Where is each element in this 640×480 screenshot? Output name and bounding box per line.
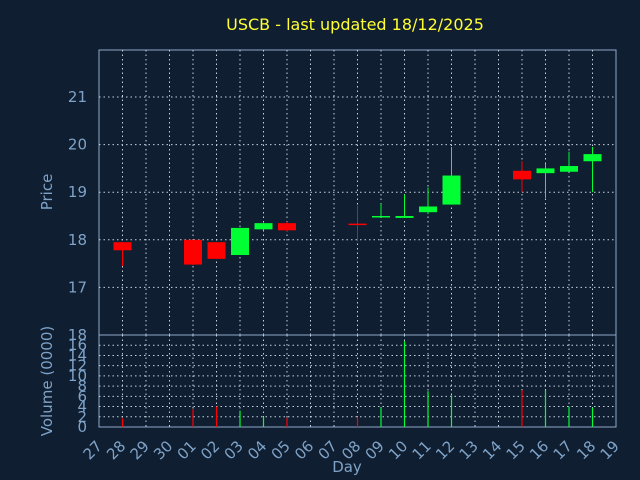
candle-10 [395,194,414,218]
x-tick-label: 17 [550,437,576,463]
x-tick-label: 18 [573,437,599,463]
x-tick-label: 19 [597,437,623,463]
candle-02 [207,242,226,259]
volume-axis-label: Volume (0000) [38,326,56,436]
candle-17 [560,151,578,172]
volume-tick-label: 0 [77,418,87,436]
x-tick-label: 09 [362,437,388,463]
x-tick-label: 14 [479,437,505,463]
price-tick-label: 21 [68,88,87,106]
candle-05 [278,221,296,232]
price-axis-label: Price [38,174,56,211]
volume-panel: 0246810121416182728293001020304050607080… [68,326,623,463]
volume-tick-label: 12 [68,357,87,375]
candle-28 [113,242,132,266]
x-tick-label: 16 [526,437,552,463]
x-tick-label: 28 [103,437,129,463]
candle-03 [231,227,249,256]
x-tick-label: 15 [503,437,529,463]
candle-18 [583,146,602,193]
candle-body [442,175,461,205]
volume-tick-label: 2 [77,408,87,426]
candle-body [207,242,226,259]
x-axis-label: Day [332,458,362,476]
candle-body [560,166,578,172]
x-tick-label: 11 [409,437,435,463]
x-tick-label: 06 [291,437,317,463]
candle-body [395,216,414,218]
volume-tick-label: 16 [68,336,87,354]
price-tick-label: 18 [68,231,87,249]
candle-01 [184,239,202,266]
candle-09 [372,203,390,218]
price-tick-label: 20 [68,136,87,154]
candle-12 [442,146,461,205]
volume-tick-label: 18 [68,326,87,344]
candle-body [419,206,437,213]
price-panel: 17 18 19 20 21 [68,49,617,336]
volume-tick-label: 10 [68,367,87,385]
candle-body [372,216,390,218]
candle-11 [419,187,437,215]
x-tick-label: 03 [221,437,247,463]
chart-title: USCB - last updated 18/12/2025 [226,15,484,34]
candle-body [254,223,273,230]
x-tick-label: 04 [244,437,270,463]
volume-tick-label: 6 [77,387,87,405]
price-tick-label: 19 [68,183,87,201]
volume-tick-label: 14 [68,346,87,364]
x-tick-label: 01 [174,437,200,463]
volume-tick-label: 8 [77,377,87,395]
candle-body [231,227,249,256]
candle-15 [513,161,531,193]
volume-tick-label: 4 [77,398,87,416]
x-tick-label: 05 [268,437,294,463]
x-tick-label: 02 [197,437,223,463]
candle-body [278,223,296,231]
candle-body [348,223,367,226]
x-tick-label: 27 [80,437,106,463]
candle-04 [254,223,273,231]
candle-body [583,154,602,162]
price-tick-label: 17 [68,278,87,296]
candle-body [513,170,531,180]
x-tick-label: 10 [385,437,411,463]
candle-body [113,242,132,251]
candle-16 [536,163,555,198]
candle-08 [348,205,367,242]
x-tick-label: 13 [456,437,482,463]
x-tick-label: 12 [432,437,458,463]
x-tick-label: 29 [127,437,153,463]
x-tick-label: 30 [150,437,176,463]
candle-body [536,168,555,174]
candle-body [184,239,202,265]
